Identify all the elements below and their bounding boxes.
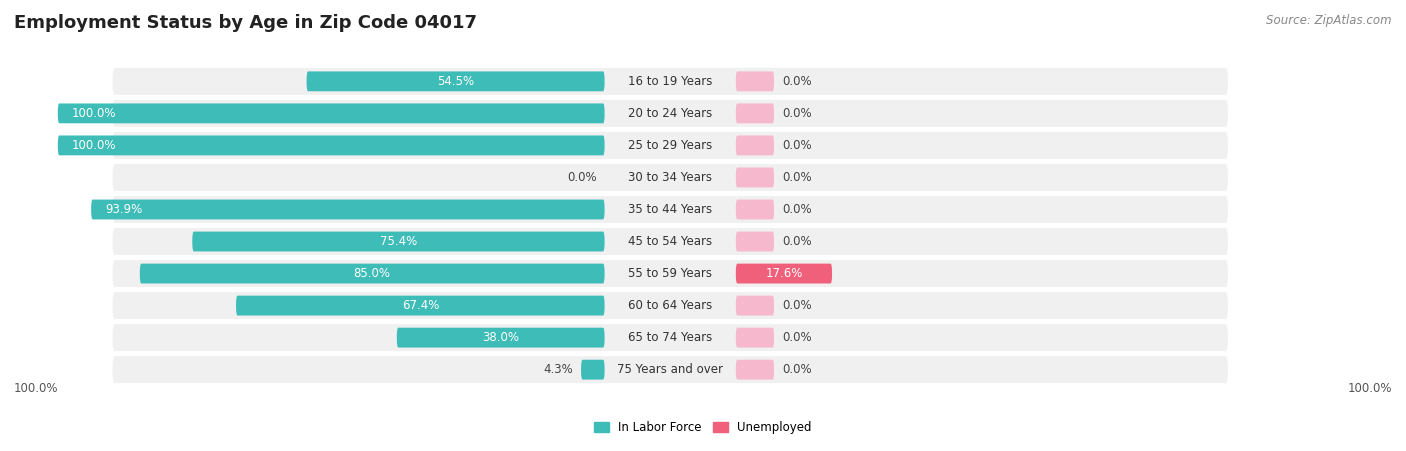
Text: 0.0%: 0.0% <box>782 331 811 344</box>
Text: 67.4%: 67.4% <box>402 299 439 312</box>
Text: Employment Status by Age in Zip Code 04017: Employment Status by Age in Zip Code 040… <box>14 14 477 32</box>
Text: 100.0%: 100.0% <box>72 107 115 120</box>
FancyBboxPatch shape <box>735 360 775 380</box>
Text: 65 to 74 Years: 65 to 74 Years <box>628 331 713 344</box>
FancyBboxPatch shape <box>112 356 1227 383</box>
Text: Source: ZipAtlas.com: Source: ZipAtlas.com <box>1267 14 1392 27</box>
FancyBboxPatch shape <box>112 324 1227 351</box>
FancyBboxPatch shape <box>112 164 1227 191</box>
Text: 38.0%: 38.0% <box>482 331 519 344</box>
Text: 75.4%: 75.4% <box>380 235 418 248</box>
Text: 45 to 54 Years: 45 to 54 Years <box>628 235 713 248</box>
Text: 0.0%: 0.0% <box>782 107 811 120</box>
Text: 17.6%: 17.6% <box>765 267 803 280</box>
Text: 75 Years and over: 75 Years and over <box>617 363 723 376</box>
FancyBboxPatch shape <box>58 103 605 123</box>
Text: 0.0%: 0.0% <box>782 299 811 312</box>
FancyBboxPatch shape <box>581 360 605 380</box>
Text: 30 to 34 Years: 30 to 34 Years <box>628 171 713 184</box>
FancyBboxPatch shape <box>735 328 775 348</box>
FancyBboxPatch shape <box>307 71 605 91</box>
Text: 60 to 64 Years: 60 to 64 Years <box>628 299 713 312</box>
FancyBboxPatch shape <box>112 228 1227 255</box>
FancyBboxPatch shape <box>735 296 775 316</box>
Text: 35 to 44 Years: 35 to 44 Years <box>628 203 713 216</box>
FancyBboxPatch shape <box>735 167 775 187</box>
Text: 4.3%: 4.3% <box>543 363 572 376</box>
Text: 54.5%: 54.5% <box>437 75 474 88</box>
Text: 85.0%: 85.0% <box>354 267 391 280</box>
Text: 55 to 59 Years: 55 to 59 Years <box>628 267 713 280</box>
Legend: In Labor Force, Unemployed: In Labor Force, Unemployed <box>589 417 817 439</box>
Text: 0.0%: 0.0% <box>782 203 811 216</box>
FancyBboxPatch shape <box>735 231 775 252</box>
Text: 100.0%: 100.0% <box>72 139 115 152</box>
Text: 100.0%: 100.0% <box>1347 382 1392 395</box>
FancyBboxPatch shape <box>396 328 605 348</box>
FancyBboxPatch shape <box>58 135 605 155</box>
Text: 0.0%: 0.0% <box>782 235 811 248</box>
Text: 0.0%: 0.0% <box>782 363 811 376</box>
Text: 0.0%: 0.0% <box>782 171 811 184</box>
FancyBboxPatch shape <box>139 264 605 284</box>
FancyBboxPatch shape <box>112 292 1227 319</box>
Text: 93.9%: 93.9% <box>105 203 142 216</box>
FancyBboxPatch shape <box>112 132 1227 159</box>
Text: 0.0%: 0.0% <box>782 75 811 88</box>
FancyBboxPatch shape <box>112 100 1227 127</box>
FancyBboxPatch shape <box>735 135 775 155</box>
Text: 100.0%: 100.0% <box>14 382 59 395</box>
FancyBboxPatch shape <box>735 264 832 284</box>
FancyBboxPatch shape <box>735 71 775 91</box>
Text: 25 to 29 Years: 25 to 29 Years <box>628 139 713 152</box>
FancyBboxPatch shape <box>193 231 605 252</box>
FancyBboxPatch shape <box>112 196 1227 223</box>
Text: 16 to 19 Years: 16 to 19 Years <box>628 75 713 88</box>
Text: 0.0%: 0.0% <box>782 139 811 152</box>
FancyBboxPatch shape <box>112 260 1227 287</box>
FancyBboxPatch shape <box>735 103 775 123</box>
Text: 0.0%: 0.0% <box>567 171 596 184</box>
FancyBboxPatch shape <box>735 199 775 220</box>
Text: 20 to 24 Years: 20 to 24 Years <box>628 107 713 120</box>
FancyBboxPatch shape <box>91 199 605 220</box>
FancyBboxPatch shape <box>112 68 1227 95</box>
FancyBboxPatch shape <box>236 296 605 316</box>
